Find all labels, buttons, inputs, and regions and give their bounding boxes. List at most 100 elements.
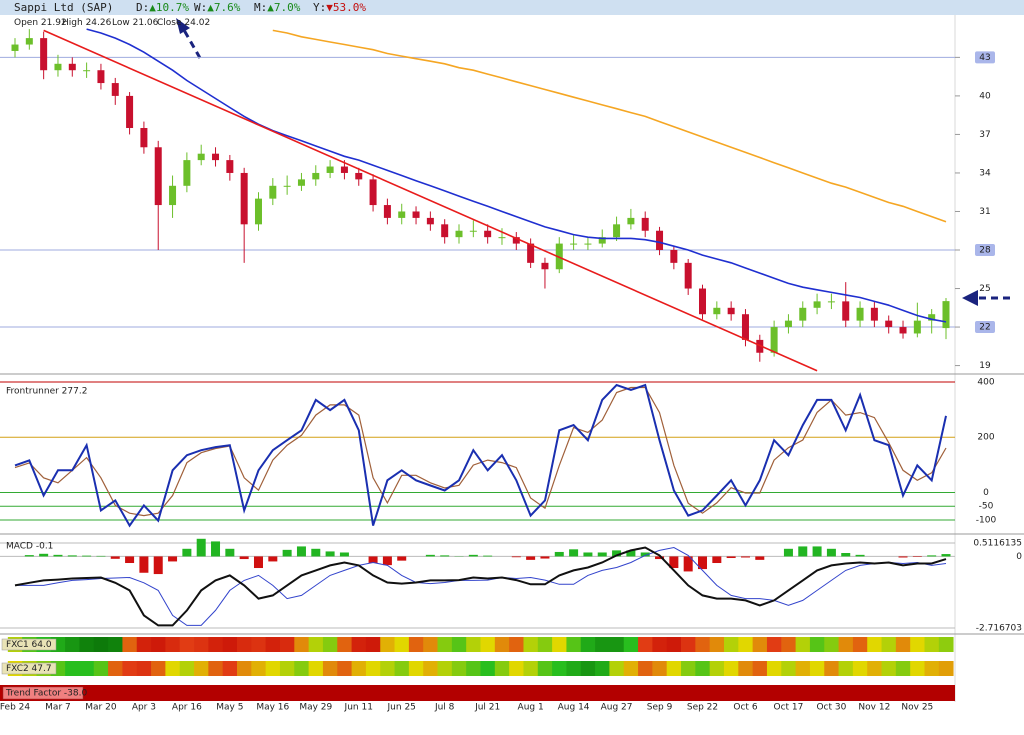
histogram-bar xyxy=(540,556,550,559)
x-tick-label: Mar 20 xyxy=(85,703,117,713)
heat-cell xyxy=(265,637,281,652)
heat-cell xyxy=(666,661,682,676)
heat-cell xyxy=(595,637,610,652)
indicator-line xyxy=(14,383,947,528)
candle-body xyxy=(670,250,678,263)
y-tick-label: 0 xyxy=(1016,552,1022,562)
candle-body xyxy=(441,224,449,238)
x-tick-label: Sep 9 xyxy=(647,703,673,713)
heat-cell xyxy=(924,637,940,652)
heat-cell xyxy=(723,661,739,676)
histogram-bar xyxy=(841,553,851,557)
annotation-arrow xyxy=(182,29,202,59)
heat-cell xyxy=(408,661,424,676)
heat-cell xyxy=(251,661,267,676)
heat-cell xyxy=(795,637,811,652)
macd-line xyxy=(14,546,947,627)
histogram-bar xyxy=(382,556,392,566)
heat-cell xyxy=(723,637,739,652)
y-tick-label: 200 xyxy=(977,433,994,443)
heat-cell xyxy=(380,661,395,676)
heat-cell xyxy=(494,661,510,676)
candle-body xyxy=(570,243,578,245)
y-tick-label: 28 xyxy=(979,246,991,256)
histogram-bar xyxy=(812,546,822,557)
candle-body xyxy=(11,44,19,51)
panel-label: Trend Factor -38.0 xyxy=(5,689,87,699)
histogram-bar xyxy=(24,555,34,557)
heat-cell xyxy=(480,637,496,652)
heat-cell xyxy=(365,637,381,652)
candle-body xyxy=(498,237,506,239)
heat-cell xyxy=(408,637,424,652)
candle-body xyxy=(169,185,177,206)
histogram-bar xyxy=(296,546,306,557)
heat-cell xyxy=(208,661,224,676)
histogram-bar xyxy=(569,549,579,557)
heat-cell xyxy=(65,637,80,652)
moving-average xyxy=(272,29,947,223)
candle-body xyxy=(326,166,334,173)
heat-cell xyxy=(695,661,711,676)
candle-body xyxy=(412,211,420,218)
panel-label: FXC1 64.0 xyxy=(6,640,52,650)
heat-cell xyxy=(580,637,596,652)
heat-cell xyxy=(165,661,181,676)
x-tick-label: Aug 1 xyxy=(518,703,544,713)
heat-cell xyxy=(466,637,481,652)
histogram-bar xyxy=(597,552,607,557)
heat-cell xyxy=(552,661,567,676)
y-tick-label: 37 xyxy=(979,130,990,140)
heat-cell xyxy=(938,637,954,652)
x-tick-label: May 29 xyxy=(299,703,332,713)
candle-body xyxy=(856,307,864,321)
x-tick-label: Sep 22 xyxy=(687,703,718,713)
x-tick-label: Nov 12 xyxy=(858,703,890,713)
heat-cell xyxy=(781,637,797,652)
x-tick-label: May 16 xyxy=(256,703,289,713)
candle-body xyxy=(254,198,262,225)
candle-body xyxy=(885,320,893,328)
change-group: D:▲10.7% xyxy=(136,1,189,14)
trend-band xyxy=(0,685,955,701)
heat-cell xyxy=(809,661,825,676)
heat-cell xyxy=(523,661,539,676)
y-tick-label: 31 xyxy=(979,207,990,217)
heat-cell xyxy=(165,637,181,652)
heat-cell xyxy=(394,661,410,676)
panel-label: FXC2 47.7 xyxy=(6,664,52,674)
candle-body xyxy=(111,83,119,96)
heat-cell xyxy=(738,661,754,676)
y-tick-label: 40 xyxy=(979,91,991,101)
y-tick-label: 34 xyxy=(979,168,991,178)
heat-cell xyxy=(681,661,696,676)
histogram-bar xyxy=(225,548,235,557)
heat-cell xyxy=(852,661,868,676)
candle-body xyxy=(827,301,835,303)
candle-body xyxy=(842,301,850,321)
histogram-bar xyxy=(153,556,163,575)
candle-body xyxy=(813,301,821,308)
heat-cell xyxy=(194,637,209,652)
histogram-bar xyxy=(554,551,564,557)
heat-cell xyxy=(766,661,782,676)
heat-cell xyxy=(795,661,811,676)
header-bar xyxy=(0,0,1024,15)
candle-body xyxy=(340,166,348,173)
heat-cell xyxy=(824,661,839,676)
panel-label-box xyxy=(2,686,84,700)
heat-cell xyxy=(308,637,324,652)
annotation-arrowhead xyxy=(962,290,978,306)
heat-cell xyxy=(638,637,653,652)
heat-cell xyxy=(79,661,95,676)
heat-cell xyxy=(509,637,524,652)
stock-title: Sappi Ltd (SAP) xyxy=(14,1,113,14)
heat-cell xyxy=(537,637,553,652)
heat-cell xyxy=(251,637,267,652)
change-group: Y:▼53.0% xyxy=(313,1,366,14)
heat-cell xyxy=(265,661,281,676)
heat-cell xyxy=(523,637,539,652)
candle-body xyxy=(613,224,621,238)
heat-cell xyxy=(938,661,954,676)
heat-cell xyxy=(566,637,582,652)
